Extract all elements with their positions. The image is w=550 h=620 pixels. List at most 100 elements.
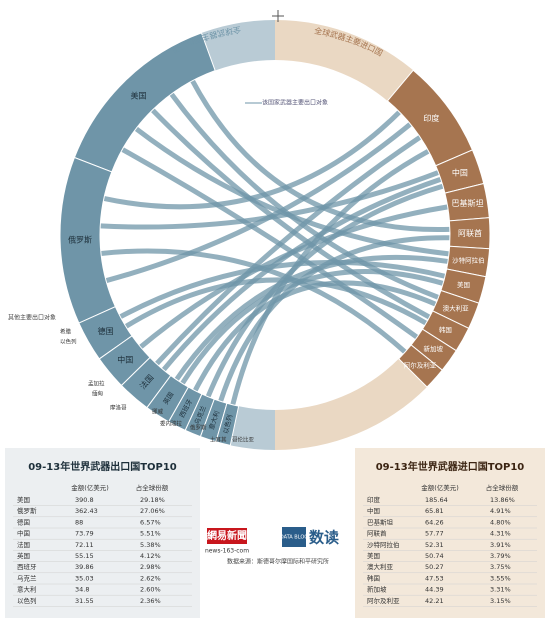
chord [103, 110, 402, 210]
import-box [355, 448, 545, 618]
row-share: 3.15% [490, 597, 511, 605]
row-amount: 47.53 [425, 574, 444, 582]
row-name: 美国 [367, 551, 380, 560]
row-name: 阿尔及利亚 [367, 596, 400, 605]
row-amount: 50.27 [425, 563, 444, 571]
row-amount: 57.77 [425, 530, 444, 538]
row-name: 沙特阿拉伯 [367, 540, 400, 549]
row-amount: 55.15 [75, 552, 94, 560]
row-name: 以色列 [17, 596, 37, 605]
row-share: 4.12% [140, 552, 161, 560]
minor-label: 摩洛哥 [110, 404, 127, 412]
row-name: 巴基斯坦 [367, 517, 394, 526]
minor-label: 孟加拉 [88, 380, 105, 388]
row-share: 29.18% [140, 496, 165, 504]
ring-label: 美国 [457, 280, 470, 289]
row-name: 阿联酋 [367, 529, 387, 538]
ring-segment [398, 344, 443, 388]
netease-logo [207, 528, 247, 544]
row-name: 韩国 [367, 573, 380, 582]
minor-label: 委内瑞拉 [160, 420, 183, 428]
row-share: 4.91% [490, 507, 511, 515]
chord [190, 79, 450, 232]
row-share: 5.51% [140, 530, 161, 538]
chord [124, 277, 428, 329]
row-name: 新加坡 [367, 585, 387, 594]
ring-label: 印度 [423, 113, 439, 123]
chord [121, 147, 419, 340]
minor-label: 哥伦比亚 [232, 436, 255, 444]
table-title-bar [5, 458, 200, 476]
row-share: 2.60% [140, 586, 161, 594]
ring-label: 新加坡 [424, 344, 444, 353]
row-name: 印度 [367, 495, 381, 504]
ring-label: 中国 [452, 167, 468, 177]
row-name: 英国 [17, 551, 30, 560]
table-title-bar [355, 458, 545, 476]
minor-label: 希腊 [60, 328, 72, 336]
table-title: 09-13年世界武器进口国TOP10 [376, 460, 525, 473]
chord [154, 135, 422, 366]
chord [192, 280, 437, 392]
chord [174, 254, 449, 382]
row-share: 13.86% [490, 496, 515, 504]
row-share: 5.38% [140, 541, 161, 549]
row-amount: 50.74 [425, 552, 444, 560]
row-amount: 52.31 [425, 541, 444, 549]
top-marker [272, 10, 284, 22]
row-name: 澳大利亚 [367, 562, 394, 571]
row-share: 6.57% [140, 518, 161, 526]
minor-label: 缅甸 [92, 390, 104, 398]
row-name: 中国 [17, 529, 30, 538]
ring-label: 澳大利亚 [443, 303, 470, 312]
row-name: 乌克兰 [17, 573, 37, 582]
minor-label: 以色列 [60, 338, 77, 346]
row-amount: 88 [75, 518, 83, 526]
row-share: 3.79% [490, 552, 511, 560]
row-amount: 31.55 [75, 597, 94, 605]
chord [218, 235, 451, 403]
row-share: 2.98% [140, 563, 161, 571]
minor-label: 土耳其 [210, 436, 227, 444]
row-share: 4.31% [490, 530, 511, 538]
row-amount: 42.21 [425, 597, 444, 605]
ring-label: 阿尔及利亚 [404, 360, 437, 369]
row-amount: 64.26 [425, 518, 444, 526]
row-share: 3.31% [490, 586, 511, 594]
row-amount: 39.86 [75, 563, 94, 571]
row-amount: 65.81 [425, 507, 444, 515]
row-amount: 362.43 [75, 507, 98, 515]
export-box [5, 448, 200, 618]
row-name: 美国 [17, 495, 30, 504]
row-name: 意大利 [17, 585, 37, 594]
chord [119, 259, 446, 319]
row-name: 俄罗斯 [17, 506, 37, 515]
row-share: 2.36% [140, 597, 161, 605]
source: 数据来源：斯德哥尔摩国际和平研究所 [227, 558, 329, 566]
column-header: 占全球份额 [136, 483, 169, 492]
row-share: 27.06% [140, 507, 165, 515]
row-share: 2.62% [140, 574, 161, 582]
ring-label: 美国 [130, 90, 146, 100]
row-amount: 73.79 [75, 530, 94, 538]
row-amount: 185.64 [425, 496, 448, 504]
row-name: 德国 [17, 517, 30, 526]
chord [161, 176, 442, 372]
ring-segment [215, 402, 240, 446]
ring-label: 韩国 [439, 325, 452, 334]
netease: 網易新聞 [207, 529, 247, 542]
row-amount: 35.03 [75, 574, 94, 582]
datablog-logo [282, 527, 306, 547]
minor-label: 挪威 [152, 408, 164, 416]
ring-label: 德国 [98, 326, 114, 336]
row-share: 3.91% [490, 541, 511, 549]
row-name: 西班牙 [17, 562, 37, 571]
minor-label: 俄罗斯 [190, 424, 207, 432]
row-amount: 34.8 [75, 586, 89, 594]
row-amount: 390.8 [75, 496, 94, 504]
other-note: 其他主要出口对象 [8, 314, 56, 322]
column-header: 金额(亿美元) [71, 483, 109, 492]
ring-label: 阿联酋 [458, 228, 482, 238]
